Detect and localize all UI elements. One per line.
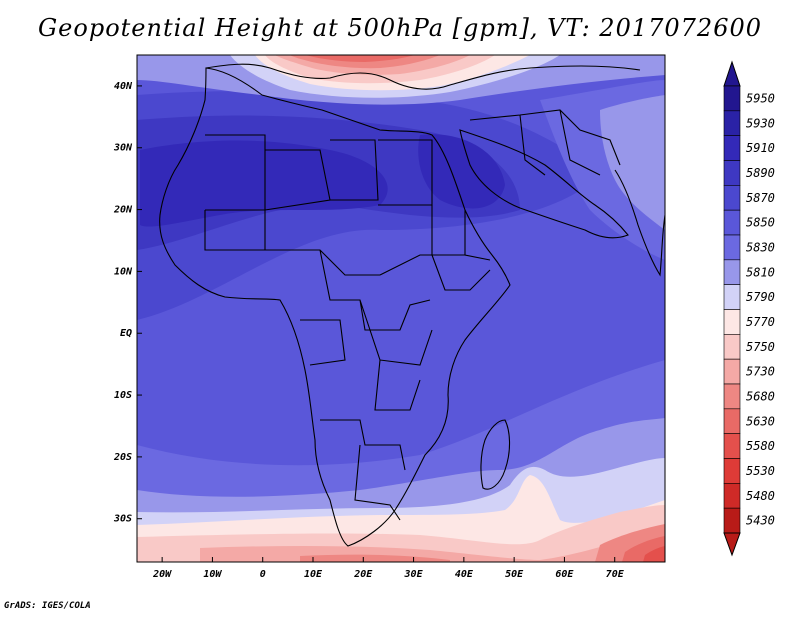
lat-tick-label: EQ xyxy=(120,328,132,339)
border-north-africa xyxy=(204,134,433,251)
colorbar-label: 5580 xyxy=(746,439,775,453)
colorbar-swatch xyxy=(723,483,741,509)
colorbar-label: 5830 xyxy=(746,240,775,254)
colorbar-label: 5770 xyxy=(746,315,775,329)
lat-tick-label: 10S xyxy=(114,390,132,401)
border-central-africa xyxy=(265,249,465,521)
colorbar-swatch xyxy=(723,284,741,310)
lon-tick-label: 50E xyxy=(505,569,524,580)
lon-tick-label: 10W xyxy=(203,569,222,580)
colorbar-swatch xyxy=(723,334,741,360)
colorbar-label: 5430 xyxy=(746,514,775,528)
map-title: Geopotential Height at 500hPa [gpm], VT:… xyxy=(38,14,762,42)
colorbar-swatch xyxy=(723,209,741,236)
field-band-5810-east xyxy=(600,95,665,230)
plot-border xyxy=(136,54,666,563)
lat-axis: 40N 30N 20N 10N EQ 10S 20S 30S xyxy=(113,81,142,525)
colorbar-label: 5870 xyxy=(746,191,775,205)
lon-tick-label: 70E xyxy=(606,569,625,580)
india-coastline xyxy=(614,169,665,277)
field-band-5630-north xyxy=(305,55,415,62)
colorbar-label: 5680 xyxy=(746,389,775,403)
coastlines xyxy=(159,63,665,547)
colorbar-swatch xyxy=(723,383,741,410)
field-band-5930b xyxy=(418,134,505,209)
lat-tick-label: 20N xyxy=(113,205,133,216)
lat-tick-label: 10N xyxy=(114,266,133,277)
field-band-5580-se xyxy=(643,546,665,562)
colorbar-swatch xyxy=(723,160,741,186)
europe-coastline xyxy=(205,63,641,90)
colorbar-swatch xyxy=(723,85,741,112)
colorbar-swatch xyxy=(723,234,741,261)
lat-tick-label: 30S xyxy=(113,514,132,525)
colorbar-top-arrow xyxy=(723,60,741,87)
africa-coastline xyxy=(159,67,511,547)
colorbar-swatch xyxy=(723,507,741,534)
colorbar-swatch xyxy=(723,408,741,434)
colorbar-swatch xyxy=(723,433,741,459)
colorbar-swatch xyxy=(723,358,741,385)
colorbar-label: 5950 xyxy=(746,91,775,105)
colorbar-swatch xyxy=(723,309,741,335)
lon-tick-label: 30E xyxy=(404,569,424,580)
colorbar-swatch xyxy=(723,259,741,285)
colorbar-label: 5630 xyxy=(746,414,775,428)
colorbar-label: 5910 xyxy=(746,141,775,155)
colorbar-label: 5790 xyxy=(746,290,775,304)
colorbar-label: 5530 xyxy=(746,464,775,478)
lon-tick-label: 0 xyxy=(260,569,266,580)
lat-tick-label: 30N xyxy=(113,143,133,154)
border-east-africa xyxy=(431,205,491,291)
field-band-5680-south xyxy=(300,554,450,562)
colorbar-swatch xyxy=(723,185,741,211)
madagascar-coastline xyxy=(480,419,511,490)
lon-tick-label: 40E xyxy=(455,569,474,580)
field-band-5930 xyxy=(140,140,388,227)
field-band-5730-south xyxy=(200,530,665,562)
colorbar-swatch xyxy=(723,135,741,161)
lon-tick-label: 20W xyxy=(152,569,172,580)
lat-tick-label: 40N xyxy=(114,81,133,92)
border-middle-east xyxy=(469,109,621,176)
colorbar-label: 5730 xyxy=(746,365,775,379)
colorbar-label: 5890 xyxy=(746,166,775,180)
plot-frame xyxy=(136,54,666,563)
colorbar-label: 5810 xyxy=(746,265,775,279)
lon-tick-label: 10E xyxy=(304,569,323,580)
colorbar-label: 5850 xyxy=(746,216,775,230)
height-field xyxy=(137,55,665,562)
lon-axis: 20W 10W 0 10E 20E 30E 40E 50E 60E 70E xyxy=(152,557,625,580)
software-credit: GrADS: IGES/COLA xyxy=(4,601,91,611)
colorbar-label: 5930 xyxy=(746,116,775,130)
colorbar-bottom-arrow xyxy=(723,532,741,557)
colorbar-label: 5480 xyxy=(746,489,775,503)
colorbar-swatch xyxy=(723,458,741,484)
arabia-coastline xyxy=(459,129,629,239)
colorbar-swatch xyxy=(723,110,741,136)
lat-tick-label: 20S xyxy=(113,452,132,463)
colorbar-label: 5750 xyxy=(746,340,775,354)
lon-tick-label: 60E xyxy=(555,569,574,580)
colorbar: 5950 5930 5910 5890 5870 5850 5830 5810 5790 5770… xyxy=(723,60,775,557)
lon-tick-label: 20E xyxy=(353,569,373,580)
